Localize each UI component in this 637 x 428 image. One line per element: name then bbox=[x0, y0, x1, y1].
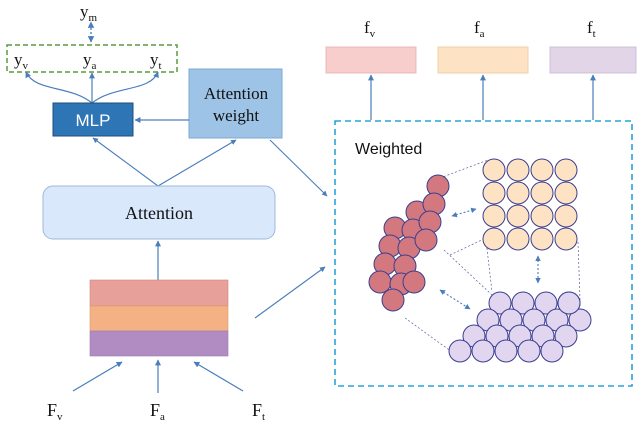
audio-feature-circle bbox=[506, 227, 530, 251]
feature-ft-bar bbox=[549, 46, 637, 74]
mlp-to-yt-curve bbox=[91, 71, 159, 104]
visual-feature-cluster bbox=[368, 174, 450, 312]
output-ya-label: ya bbox=[83, 50, 97, 72]
text-feature-circle bbox=[488, 291, 512, 315]
audio-feature-circle bbox=[554, 158, 578, 182]
feature-fv-bar bbox=[325, 46, 417, 74]
connector-line bbox=[577, 241, 581, 301]
cluster-connectors bbox=[404, 159, 581, 353]
stack-layer-text bbox=[89, 330, 229, 357]
weight-to-weighted-arrow bbox=[269, 139, 328, 197]
stack-to-weighted-arrow bbox=[254, 266, 326, 319]
audio-feature-cluster bbox=[482, 158, 578, 251]
connector-line bbox=[449, 237, 487, 256]
text-feature-circle bbox=[568, 308, 592, 332]
visual-feature-circle bbox=[368, 270, 392, 294]
audio-feature-circle bbox=[482, 181, 506, 205]
stack-layer-audio bbox=[89, 305, 229, 332]
input-fv-label: Fv bbox=[47, 400, 63, 423]
audio-feature-circle bbox=[530, 181, 554, 205]
text-feature-cluster bbox=[448, 291, 592, 363]
audio-feature-circle bbox=[530, 158, 554, 182]
connector-line bbox=[404, 317, 453, 353]
audio-feature-circle bbox=[506, 204, 530, 228]
cluster-arrows bbox=[439, 207, 541, 310]
stack-layer-visual bbox=[89, 279, 229, 307]
audio-feature-circle bbox=[482, 227, 506, 251]
text-feature-circle bbox=[448, 339, 472, 363]
connector-line bbox=[439, 159, 489, 179]
feature-ft-label: ft bbox=[587, 18, 596, 40]
input-ft-label: Ft bbox=[252, 400, 265, 423]
connector-line bbox=[485, 239, 493, 293]
visual-feature-circle bbox=[381, 288, 405, 312]
attention-weight-box bbox=[188, 68, 283, 139]
feature-fa-bar bbox=[437, 46, 529, 74]
weighted-box bbox=[334, 120, 633, 387]
attention-to-mlp-arrow bbox=[92, 137, 159, 187]
audio-feature-circle bbox=[554, 204, 578, 228]
audio-feature-circle bbox=[554, 181, 578, 205]
text-feature-circle bbox=[540, 339, 564, 363]
audio-feature-circle bbox=[482, 204, 506, 228]
audio-feature-circle bbox=[482, 158, 506, 182]
cluster-link-arrow bbox=[439, 289, 471, 310]
attention-weight-label: Attention weight bbox=[204, 84, 269, 125]
text-feature-circle bbox=[471, 339, 495, 363]
text-feature-circle bbox=[511, 291, 535, 315]
text-feature-circle bbox=[494, 339, 518, 363]
connector-line bbox=[443, 249, 493, 296]
ft-input-arrow bbox=[193, 361, 244, 392]
mlp-box bbox=[52, 102, 134, 137]
text-feature-circle bbox=[534, 291, 558, 315]
text-feature-circle bbox=[517, 339, 541, 363]
visual-feature-circle bbox=[414, 228, 438, 252]
attention-to-weight-arrow bbox=[157, 139, 237, 187]
output-yt-label: yt bbox=[150, 50, 162, 72]
attention-box bbox=[42, 185, 276, 240]
feature-fv-label: fv bbox=[364, 18, 376, 40]
audio-feature-circle bbox=[506, 158, 530, 182]
output-ym-label: ym bbox=[80, 2, 98, 24]
weighted-label: Weighted bbox=[355, 141, 422, 158]
audio-feature-circle bbox=[506, 181, 530, 205]
cluster-link-arrow bbox=[451, 207, 477, 218]
audio-feature-circle bbox=[554, 227, 578, 251]
outputs-group-box bbox=[6, 44, 178, 73]
audio-feature-circle bbox=[530, 227, 554, 251]
attention-label: Attention bbox=[125, 203, 193, 223]
input-fa-label: Fa bbox=[150, 400, 165, 423]
visual-feature-circle bbox=[402, 270, 426, 294]
mlp-to-yv-curve bbox=[25, 71, 93, 104]
feature-fa-label: fa bbox=[474, 18, 485, 40]
text-feature-circle bbox=[557, 291, 581, 315]
text-feature-circle bbox=[554, 324, 578, 348]
mlp-label: MLP bbox=[76, 111, 111, 130]
fv-input-arrow bbox=[72, 361, 123, 392]
output-yv-label: yv bbox=[14, 50, 29, 72]
audio-feature-circle bbox=[530, 204, 554, 228]
